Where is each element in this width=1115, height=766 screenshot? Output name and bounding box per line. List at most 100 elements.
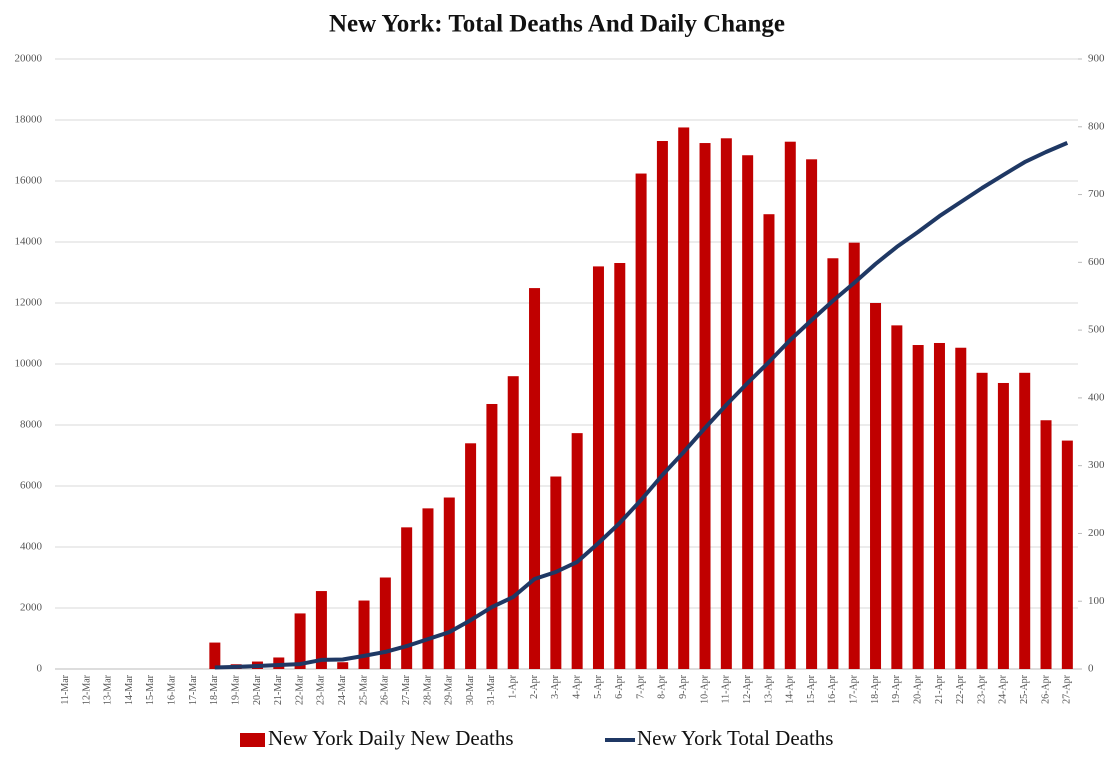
y-tick-label: 10000	[15, 358, 43, 370]
bar	[848, 242, 860, 669]
bar	[337, 662, 349, 669]
bar	[507, 376, 519, 669]
y-tick-label: 2000	[20, 602, 43, 614]
x-tick-label: 26-Apr	[1040, 674, 1051, 704]
bar	[294, 613, 306, 669]
y-tick-label: 8000	[20, 419, 43, 431]
x-tick-label: 23-Apr	[976, 674, 987, 704]
x-tick-label: 25-Mar	[358, 674, 369, 705]
x-tick-label: 20-Mar	[252, 674, 263, 705]
x-tick-label: 16-Mar	[167, 674, 178, 705]
x-tick-label: 18-Mar	[209, 674, 220, 705]
x-tick-label: 19-Mar	[230, 674, 241, 705]
bar	[422, 508, 434, 669]
bar	[635, 173, 647, 670]
x-tick-label: 15-Apr	[806, 674, 817, 704]
x-tick-label: 4-Apr	[571, 674, 582, 699]
y2-tick-label: 600	[1088, 256, 1105, 268]
x-tick-label: 6-Apr	[614, 674, 625, 699]
x-tick-label: 24-Apr	[998, 674, 1009, 704]
x-tick-label: 16-Apr	[827, 674, 838, 704]
y-tick-label: 18000	[15, 114, 43, 126]
x-tick-label: 9-Apr	[678, 674, 689, 699]
bar	[443, 497, 455, 669]
bar	[486, 403, 498, 669]
x-tick-label: 14-Apr	[785, 674, 796, 704]
x-tick-label: 12-Apr	[742, 674, 753, 704]
x-tick-label: 5-Apr	[593, 674, 604, 699]
x-tick-label: 22-Mar	[294, 674, 305, 705]
bar	[358, 600, 370, 669]
y-tick-label: 0	[37, 663, 43, 675]
x-tick-label: 24-Mar	[337, 674, 348, 705]
bar	[678, 127, 690, 669]
x-tick-label: 8-Apr	[657, 674, 668, 699]
bar	[379, 577, 391, 669]
y-tick-label: 12000	[15, 297, 43, 309]
bar	[784, 141, 796, 669]
bar	[315, 591, 327, 669]
x-tick-label: 20-Apr	[912, 674, 923, 704]
x-tick-label: 13-Apr	[763, 674, 774, 704]
bar	[827, 258, 839, 669]
x-tick-label: 27-Apr	[1062, 674, 1073, 704]
x-tick-label: 27-Mar	[401, 674, 412, 705]
x-tick-label: 29-Mar	[444, 674, 455, 705]
x-tick-label: 11-Mar	[60, 674, 71, 704]
bar	[656, 141, 668, 669]
x-tick-label: 26-Mar	[380, 674, 391, 705]
y-tick-label: 14000	[15, 236, 43, 248]
bar	[870, 303, 882, 669]
bar	[955, 347, 967, 669]
x-tick-label: 17-Mar	[188, 674, 199, 705]
y2-tick-label: 900	[1088, 53, 1105, 65]
y-tick-label: 6000	[20, 480, 43, 492]
x-tick-label: 2-Apr	[529, 674, 540, 699]
x-tick-label: 14-Mar	[124, 674, 135, 705]
bar	[699, 143, 711, 670]
bar	[529, 288, 541, 669]
y2-tick-label: 100	[1088, 595, 1105, 607]
y-tick-label: 20000	[15, 53, 43, 65]
bar	[976, 372, 988, 669]
bar	[209, 642, 221, 669]
x-tick-label: 11-Apr	[721, 674, 732, 703]
y2-tick-label: 200	[1088, 527, 1105, 539]
x-tick-label: 22-Apr	[955, 674, 966, 704]
bar	[1040, 420, 1052, 669]
bar	[592, 266, 604, 669]
x-tick-label: 13-Mar	[103, 674, 114, 705]
x-tick-label: 23-Mar	[316, 674, 327, 705]
bar	[401, 527, 413, 669]
bar	[1019, 372, 1031, 669]
y2-tick-label: 700	[1088, 188, 1105, 200]
x-tick-label: 7-Apr	[635, 674, 646, 699]
chart-title: New York: Total Deaths And Daily Change	[329, 11, 785, 38]
x-tick-label: 21-Apr	[934, 674, 945, 704]
legend-label: New York Total Deaths	[637, 726, 833, 750]
legend-label: New York Daily New Deaths	[268, 726, 514, 750]
y2-tick-label: 0	[1088, 663, 1094, 675]
y-tick-label: 16000	[15, 175, 43, 187]
bar	[465, 443, 477, 669]
bar	[933, 342, 945, 669]
bar	[763, 214, 775, 669]
x-tick-label: 17-Apr	[849, 674, 860, 704]
x-tick-label: 15-Mar	[145, 674, 156, 705]
x-tick-label: 19-Apr	[891, 674, 902, 704]
x-tick-label: 25-Apr	[1019, 674, 1030, 704]
x-tick-label: 1-Apr	[508, 674, 519, 699]
x-tick-label: 21-Mar	[273, 674, 284, 705]
x-tick-label: 30-Mar	[465, 674, 476, 705]
line	[214, 141, 1069, 670]
x-tick-label: 10-Apr	[699, 674, 710, 704]
y2-tick-label: 300	[1088, 459, 1105, 471]
bar	[1061, 440, 1073, 669]
y2-tick-label: 800	[1088, 120, 1105, 132]
x-tick-label: 3-Apr	[550, 674, 561, 699]
x-tick-label: 18-Apr	[870, 674, 881, 704]
bar	[614, 263, 626, 669]
y2-tick-label: 500	[1088, 324, 1105, 336]
bar	[571, 433, 583, 669]
